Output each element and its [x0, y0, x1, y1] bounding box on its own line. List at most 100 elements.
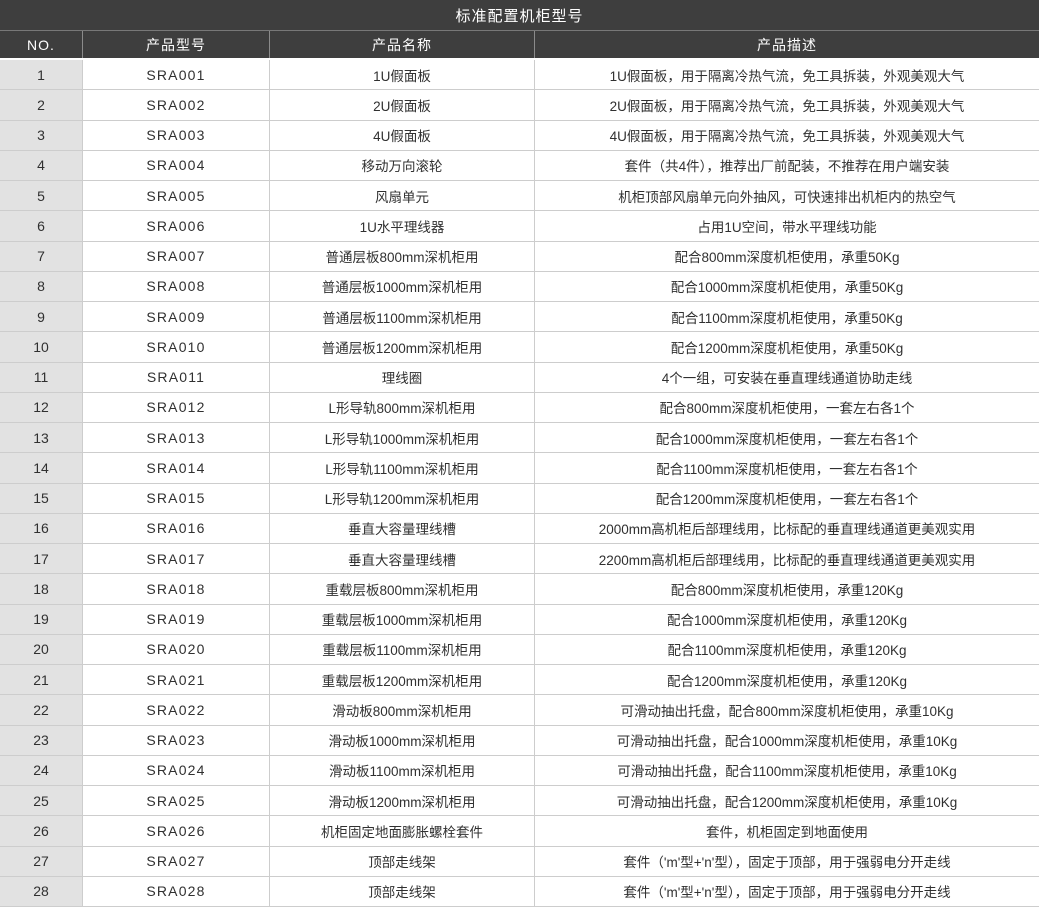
product-name-cell: 普通层板1100mm深机柜用 — [270, 302, 535, 332]
table-row: 11 SRA011 理线圈 4个一组，可安装在垂直理线通道协助走线 — [0, 362, 1039, 393]
product-desc-cell: 配合1100mm深度机柜使用，一套左右各1个 — [656, 461, 918, 477]
table-body: 1 SRA001 1U假面板 1U假面板，用于隔离冷热气流，免工具拆装，外观美观… — [0, 60, 1039, 907]
row-number-cell: 24 — [0, 755, 83, 785]
product-model-cell: SRA020 — [83, 634, 270, 664]
product-desc-cell: 配合1200mm深度机柜使用，承重120Kg — [666, 673, 908, 689]
row-number-cell: 26 — [0, 816, 83, 846]
product-model-cell: SRA009 — [83, 302, 270, 332]
product-desc-cell: 1U假面板，用于隔离冷热气流，免工具拆装，外观美观大气 — [609, 68, 965, 84]
product-model-cell: SRA010 — [83, 332, 270, 362]
table-row: 19 SRA019 重载层板1000mm深机柜用 配合1000mm深度机柜使用，… — [0, 604, 1039, 635]
row-number-cell: 17 — [0, 544, 83, 574]
table-row: 26 SRA026 机柜固定地面膨胀螺栓套件 套件，机柜固定到地面使用 — [0, 816, 1039, 847]
product-name-cell: L形导轨800mm深机柜用 — [270, 392, 535, 422]
row-number-cell: 12 — [0, 392, 83, 422]
product-desc-cell: 可滑动抽出托盘，配合1000mm深度机柜使用，承重10Kg — [616, 734, 958, 750]
row-number-cell: 8 — [0, 271, 83, 301]
product-name-cell: 2U假面板 — [270, 90, 535, 120]
product-desc-cell: 配合1100mm深度机柜使用，承重120Kg — [667, 643, 907, 659]
table-row: 8 SRA008 普通层板1000mm深机柜用 配合1000mm深度机柜使用，承… — [0, 271, 1039, 302]
row-number-cell: 2 — [0, 90, 83, 120]
product-model-cell: SRA004 — [83, 150, 270, 180]
product-name-cell: 普通层板1200mm深机柜用 — [270, 332, 535, 362]
product-desc-cell: 套件（共4件），推荐出厂前配装，不推荐在用户端安装 — [624, 159, 950, 175]
product-model-cell: SRA002 — [83, 90, 270, 120]
product-model-cell: SRA024 — [83, 755, 270, 785]
product-model-cell: SRA015 — [83, 483, 270, 513]
product-desc-cell: 套件（'m'型+'n'型），固定于顶部，用于强弱电分开走线 — [623, 855, 951, 871]
table-row: 24 SRA024 滑动板1100mm深机柜用 可滑动抽出托盘，配合1100mm… — [0, 755, 1039, 786]
product-model-cell: SRA014 — [83, 453, 270, 483]
product-name-cell: 重载层板1100mm深机柜用 — [270, 634, 535, 664]
product-name-cell: 顶部走线架 — [270, 846, 535, 876]
row-number-cell: 25 — [0, 786, 83, 816]
row-number-cell: 21 — [0, 665, 83, 695]
product-name-cell: 重载层板1200mm深机柜用 — [270, 665, 535, 695]
table-row: 27 SRA027 顶部走线架 套件（'m'型+'n'型），固定于顶部，用于强弱… — [0, 846, 1039, 877]
table-row: 13 SRA013 L形导轨1000mm深机柜用 配合1000mm深度机柜使用，… — [0, 423, 1039, 454]
row-number-cell: 4 — [0, 150, 83, 180]
table-row: 4 SRA004 移动万向滚轮 套件（共4件），推荐出厂前配装，不推荐在用户端安… — [0, 150, 1039, 181]
row-number-cell: 13 — [0, 423, 83, 453]
product-name-cell: 滑动板800mm深机柜用 — [270, 695, 535, 725]
product-desc-cell: 配合800mm深度机柜使用，一套左右各1个 — [659, 401, 915, 417]
product-model-cell: SRA006 — [83, 211, 270, 241]
product-model-cell: SRA022 — [83, 695, 270, 725]
table-row: 9 SRA009 普通层板1100mm深机柜用 配合1100mm深度机柜使用，承… — [0, 302, 1039, 333]
product-model-cell: SRA026 — [83, 816, 270, 846]
product-model-cell: SRA017 — [83, 544, 270, 574]
table-row: 1 SRA001 1U假面板 1U假面板，用于隔离冷热气流，免工具拆装，外观美观… — [0, 60, 1039, 91]
product-name-cell: 滑动板1100mm深机柜用 — [270, 755, 535, 785]
table-row: 16 SRA016 垂直大容量理线槽 2000mm高机柜后部理线用，比标配的垂直… — [0, 513, 1039, 544]
table-row: 7 SRA007 普通层板800mm深机柜用 配合800mm深度机柜使用，承重5… — [0, 241, 1039, 272]
row-number-cell: 19 — [0, 604, 83, 634]
product-model-cell: SRA023 — [83, 725, 270, 755]
product-name-cell: L形导轨1100mm深机柜用 — [270, 453, 535, 483]
row-number-cell: 6 — [0, 211, 83, 241]
product-desc-cell: 可滑动抽出托盘，配合1200mm深度机柜使用，承重10Kg — [616, 794, 958, 810]
product-name-cell: L形导轨1000mm深机柜用 — [270, 423, 535, 453]
product-desc-cell: 4个一组，可安装在垂直理线通道协助走线 — [661, 371, 913, 387]
product-desc-cell: 4U假面板，用于隔离冷热气流，免工具拆装，外观美观大气 — [609, 129, 965, 145]
product-desc-cell: 2200mm高机柜后部理线用，比标配的垂直理线通道更美观实用 — [598, 552, 976, 568]
table-row: 6 SRA006 1U水平理线器 占用1U空间，带水平理线功能 — [0, 211, 1039, 242]
product-name-cell: 滑动板1200mm深机柜用 — [270, 786, 535, 816]
table-row: 14 SRA014 L形导轨1100mm深机柜用 配合1100mm深度机柜使用，… — [0, 453, 1039, 484]
product-name-cell: 1U水平理线器 — [270, 211, 535, 241]
product-name-cell: 垂直大容量理线槽 — [270, 544, 535, 574]
table-row: 15 SRA015 L形导轨1200mm深机柜用 配合1200mm深度机柜使用，… — [0, 483, 1039, 514]
product-desc-cell: 2U假面板，用于隔离冷热气流，免工具拆装，外观美观大气 — [609, 98, 965, 114]
row-number-cell: 27 — [0, 846, 83, 876]
product-model-cell: SRA021 — [83, 665, 270, 695]
product-desc-cell: 套件，机柜固定到地面使用 — [706, 824, 868, 840]
product-model-cell: SRA007 — [83, 241, 270, 271]
product-model-cell: SRA001 — [83, 60, 270, 90]
product-name-cell: 普通层板800mm深机柜用 — [270, 241, 535, 271]
product-name-cell: 4U假面板 — [270, 120, 535, 150]
column-header-model: 产品型号 — [83, 31, 270, 58]
product-desc-cell: 套件（'m'型+'n'型），固定于顶部，用于强弱电分开走线 — [623, 885, 951, 901]
column-header-no: NO. — [0, 31, 83, 58]
product-desc-cell: 配合800mm深度机柜使用，承重120Kg — [670, 582, 904, 598]
table-title: 标准配置机柜型号 — [0, 0, 1039, 30]
table-row: 3 SRA003 4U假面板 4U假面板，用于隔离冷热气流，免工具拆装，外观美观… — [0, 120, 1039, 151]
product-model-cell: SRA005 — [83, 181, 270, 211]
row-number-cell: 23 — [0, 725, 83, 755]
row-number-cell: 9 — [0, 302, 83, 332]
product-name-cell: 重载层板1000mm深机柜用 — [270, 604, 535, 634]
product-model-cell: SRA013 — [83, 423, 270, 453]
product-name-cell: L形导轨1200mm深机柜用 — [270, 483, 535, 513]
row-number-cell: 3 — [0, 120, 83, 150]
table-row: 20 SRA020 重载层板1100mm深机柜用 配合1100mm深度机柜使用，… — [0, 634, 1039, 665]
product-model-cell: SRA012 — [83, 392, 270, 422]
table-row: 25 SRA025 滑动板1200mm深机柜用 可滑动抽出托盘，配合1200mm… — [0, 786, 1039, 817]
row-number-cell: 15 — [0, 483, 83, 513]
product-name-cell: 重载层板800mm深机柜用 — [270, 574, 535, 604]
product-model-cell: SRA003 — [83, 120, 270, 150]
table-row: 17 SRA017 垂直大容量理线槽 2200mm高机柜后部理线用，比标配的垂直… — [0, 544, 1039, 575]
table-row: 10 SRA010 普通层板1200mm深机柜用 配合1200mm深度机柜使用，… — [0, 332, 1039, 363]
row-number-cell: 5 — [0, 181, 83, 211]
row-number-cell: 18 — [0, 574, 83, 604]
product-desc-cell: 2000mm高机柜后部理线用，比标配的垂直理线通道更美观实用 — [598, 522, 976, 538]
